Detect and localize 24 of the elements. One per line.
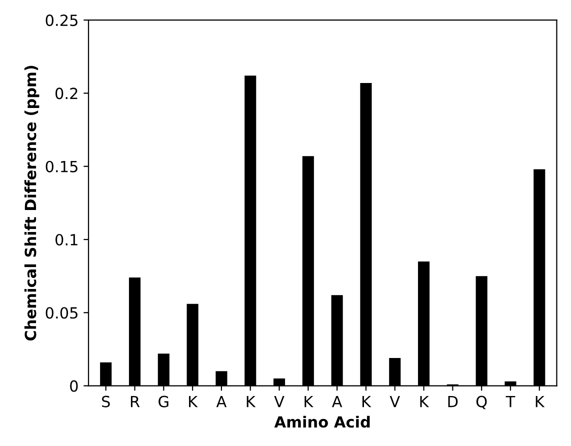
- x-tick-label: K: [536, 396, 545, 408]
- y-tick-label: 0.15: [46, 160, 78, 172]
- x-tick-label: A: [216, 396, 227, 408]
- x-tick-label: G: [158, 396, 168, 408]
- y-tick-label: 0.05: [46, 307, 78, 319]
- x-tick-label: R: [130, 396, 140, 408]
- x-tick-label: V: [390, 396, 400, 408]
- x-tick-label: K: [189, 396, 198, 408]
- y-tick-label: 0.1: [55, 234, 78, 246]
- x-tick-label: K: [304, 396, 314, 408]
- x-tick-label: D: [448, 396, 458, 408]
- x-tick-label: K: [420, 396, 430, 408]
- x-axis-title: Amino Acid: [274, 416, 370, 428]
- x-tick-label: Q: [476, 396, 487, 410]
- x-tick-label: K: [362, 396, 372, 408]
- x-tick-label: A: [332, 396, 342, 408]
- y-axis-title: Chemical Shift Difference (ppm): [24, 66, 40, 341]
- y-tick-label: 0: [70, 380, 78, 392]
- y-tick-label: 0.25: [46, 14, 78, 26]
- y-tick-label: 0.2: [55, 88, 78, 100]
- x-tick-label: V: [274, 396, 284, 408]
- x-tick-label: T: [506, 396, 516, 408]
- x-tick-label: S: [102, 396, 110, 408]
- x-tick-label: K: [246, 396, 256, 408]
